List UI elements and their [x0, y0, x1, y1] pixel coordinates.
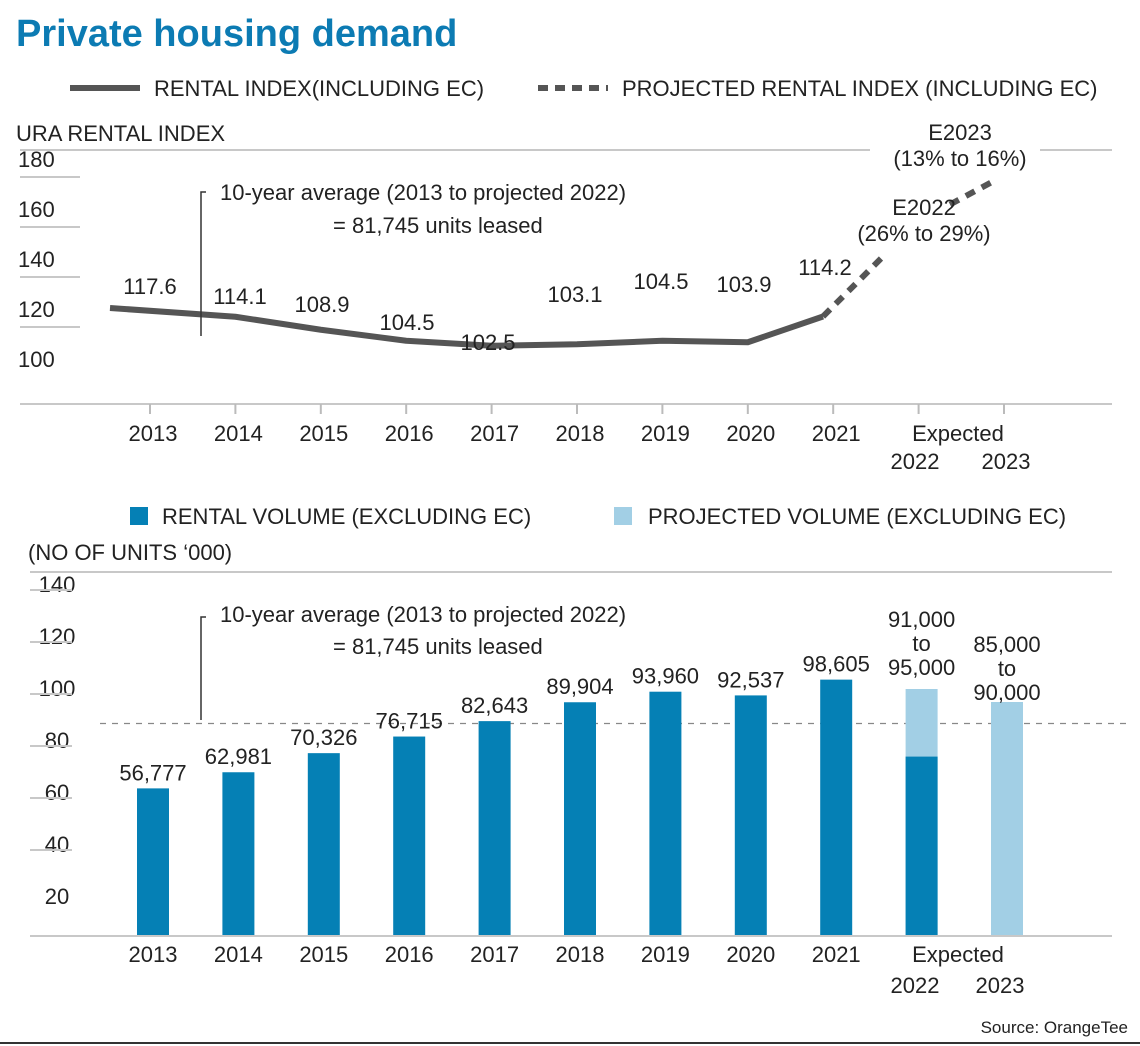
bar-label-2017: 82,643 — [461, 693, 528, 718]
projected-label-2023: to — [998, 656, 1016, 681]
y-tick-20: 20 — [45, 884, 69, 909]
projected-label-2022: to — [912, 631, 930, 656]
x-tick-2019: 2019 — [641, 421, 690, 446]
x-tick-2014: 2014 — [214, 421, 263, 446]
bar-2020 — [734, 695, 767, 936]
bar-label-2013: 56,777 — [119, 760, 186, 785]
x-tick-2022: 2022 — [891, 449, 940, 474]
projected-line-2023 — [948, 179, 994, 208]
y-tick-40: 40 — [45, 832, 69, 857]
y-tick-60: 60 — [45, 780, 69, 805]
bar-2016 — [393, 736, 426, 936]
x-tick-2016: 2016 — [385, 942, 434, 967]
annotation-e2022: E2022 — [892, 195, 956, 220]
bar-label-2019: 93,960 — [632, 664, 699, 689]
x-tick-2015: 2015 — [299, 942, 348, 967]
legend-rental-index: RENTAL INDEX(INCLUDING EC) — [154, 76, 484, 101]
bar-label-2016: 76,715 — [376, 709, 443, 734]
x-tick-2013: 2013 — [129, 421, 178, 446]
x-tick-2021: 2021 — [812, 942, 861, 967]
data-label-2020: 103.9 — [716, 272, 771, 297]
data-label-2021: 114.2 — [798, 255, 851, 280]
bar-label-2015: 70,326 — [290, 725, 357, 750]
x-tick-2020: 2020 — [726, 421, 775, 446]
actual-part-bar-2022 — [905, 756, 938, 936]
bar-2021 — [820, 679, 853, 936]
y-tick-140: 140 — [39, 572, 76, 597]
projected-label-2022: 91,000 — [888, 607, 955, 632]
average-annotation-value: = 81,745 units leased — [333, 634, 543, 659]
bar-2017 — [478, 721, 511, 936]
average-bracket — [200, 191, 206, 336]
average-annotation: 10-year average (2013 to projected 2022) — [220, 180, 626, 205]
x-tick-2021: 2021 — [812, 421, 861, 446]
annotation-e2022-range: (26% to 29%) — [857, 221, 990, 246]
bar-label-2014: 62,981 — [205, 744, 272, 769]
y-tick-140: 140 — [18, 247, 55, 272]
y-tick-120: 120 — [39, 624, 76, 649]
y-tick-160: 160 — [18, 197, 55, 222]
rental-volume-chart: 140 120 100 80 60 40 20 10-year average (2013 t… — [30, 571, 1130, 998]
data-label-2018: 103.1 — [547, 282, 602, 307]
projected-line-2022 — [820, 252, 888, 319]
data-label-2016: 104.5 — [379, 310, 434, 335]
bar-label-2021: 98,605 — [803, 652, 870, 677]
x-tick-2016: 2016 — [385, 421, 434, 446]
x-tick-2017: 2017 — [470, 942, 519, 967]
y-tick-100: 100 — [18, 347, 55, 372]
bottom-y-label: (NO OF UNITS ‘000) — [28, 540, 232, 565]
average-annotation: 10-year average (2013 to projected 2022) — [220, 602, 626, 627]
annotation-e2023: E2023 — [928, 120, 992, 145]
legend-swatch-volume — [130, 507, 148, 525]
x-tick-expected: Expected — [912, 942, 1004, 967]
x-tick-2015: 2015 — [299, 421, 348, 446]
legend-swatch-projected — [614, 507, 632, 525]
x-tick-2019: 2019 — [641, 942, 690, 967]
x-tick-2023: 2023 — [982, 449, 1031, 474]
bar-2014 — [222, 772, 255, 936]
x-tick-2013: 2013 — [129, 942, 178, 967]
x-tick-2023: 2023 — [976, 973, 1025, 998]
x-tick-2022: 2022 — [891, 973, 940, 998]
x-tick-2014: 2014 — [214, 942, 263, 967]
data-label-2013: 117.6 — [123, 274, 176, 299]
average-annotation-value: = 81,745 units leased — [333, 213, 543, 238]
average-bracket — [200, 616, 206, 720]
source-note: Source: OrangeTee — [981, 1018, 1128, 1037]
legend-projected-volume: PROJECTED VOLUME (EXCLUDING EC) — [648, 504, 1066, 529]
bar-2013 — [137, 788, 169, 936]
bar-label-2018: 89,904 — [546, 674, 613, 699]
projected-label-2023: 85,000 — [973, 632, 1040, 657]
annotation-e2023-range: (13% to 16%) — [893, 146, 1026, 171]
legend-projected-index: PROJECTED RENTAL INDEX (INCLUDING EC) — [622, 76, 1098, 101]
bar-2015 — [307, 753, 340, 936]
bar-label-2020: 92,537 — [717, 667, 784, 692]
projected-label-2023: 90,000 — [973, 680, 1040, 705]
y-tick-80: 80 — [45, 728, 69, 753]
data-label-2019: 104.5 — [633, 269, 688, 294]
y-tick-180: 180 — [18, 147, 55, 172]
top-y-label: URA RENTAL INDEX — [16, 121, 225, 146]
data-label-2015: 108.9 — [294, 292, 349, 317]
x-tick-2020: 2020 — [726, 942, 775, 967]
projected-bar-2023 — [991, 702, 1023, 936]
chart-title: Private housing demand — [16, 13, 457, 55]
x-tick-2018: 2018 — [556, 942, 605, 967]
y-tick-100: 100 — [39, 676, 76, 701]
bar-2019 — [649, 691, 682, 936]
projected-label-2022: 95,000 — [888, 655, 955, 680]
x-tick-2017: 2017 — [470, 421, 519, 446]
bar-2018 — [564, 702, 596, 936]
data-label-2014: 114.1 — [213, 284, 266, 309]
rental-index-chart: 180 160 140 120 100 2013 2014 2015 2016 2017 2018 2… — [18, 120, 1112, 474]
x-tick-2018: 2018 — [556, 421, 605, 446]
legend-rental-volume: RENTAL VOLUME (EXCLUDING EC) — [162, 504, 531, 529]
data-label-2017: 102.5 — [460, 330, 515, 355]
x-tick-expected: Expected — [912, 421, 1004, 446]
y-tick-120: 120 — [18, 297, 55, 322]
